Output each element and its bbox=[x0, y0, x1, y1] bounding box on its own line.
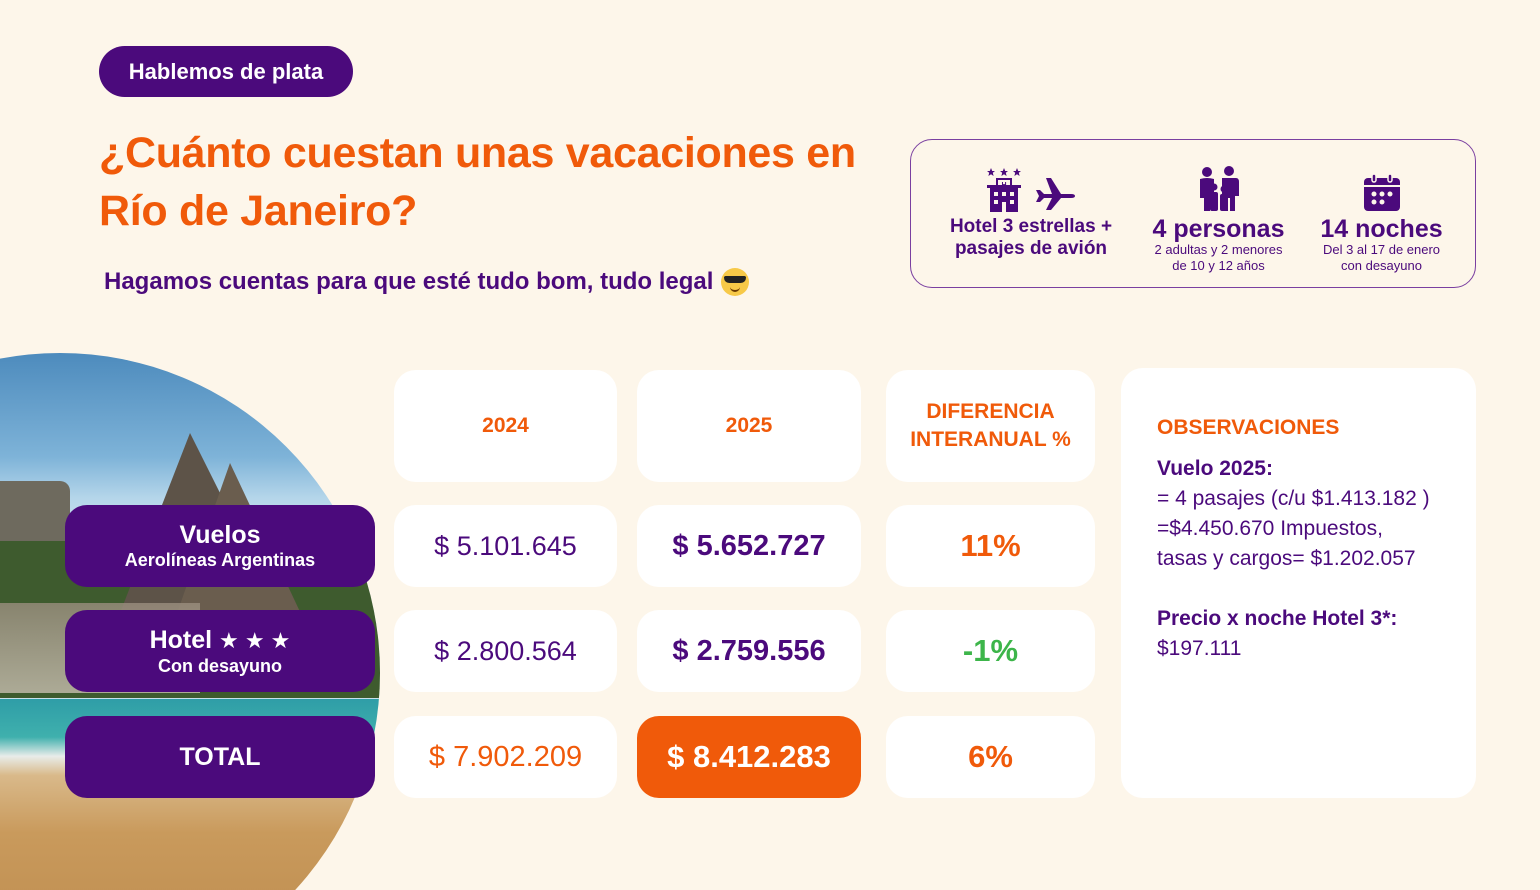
subtitle: Hagamos cuentas para que esté tudo bom, … bbox=[104, 268, 750, 296]
package-line-1: Hotel 3 estrellas + bbox=[949, 216, 1113, 237]
total-diff: 6% bbox=[886, 716, 1095, 798]
package-line-2: pasajes de avión bbox=[954, 238, 1108, 259]
people-info: 4 personas 2 adultas y 2 menores de 10 y… bbox=[1141, 154, 1296, 274]
package-info: H Hotel 3 estrellas + pasajes de avión bbox=[941, 154, 1121, 260]
trip-summary-box: H Hotel 3 estrellas + pasajes de avión bbox=[910, 139, 1476, 288]
header-diff-line-1: DIFERENCIA bbox=[926, 400, 1055, 423]
row-label-vuelos: Vuelos Aerolíneas Argentinas bbox=[65, 505, 375, 587]
total-label: TOTAL bbox=[179, 743, 261, 771]
row-label-hotel: Hotel ★ ★ ★ Con desayuno bbox=[65, 610, 375, 692]
header-diff-line-2: INTERANUAL % bbox=[910, 428, 1071, 451]
observations-panel: OBSERVACIONES Vuelo 2025: = 4 pasajes (c… bbox=[1121, 368, 1476, 798]
vuelos-2024: $ 5.101.645 bbox=[394, 505, 617, 587]
page-title: ¿Cuánto cuestan unas vacaciones en Río d… bbox=[99, 129, 856, 235]
nights-detail-1: Del 3 al 17 de enero bbox=[1322, 242, 1441, 257]
flight-note-title: Vuelo 2025: bbox=[1157, 457, 1273, 480]
sunglasses-emoji-icon bbox=[721, 268, 750, 296]
nights-count: 14 noches bbox=[1320, 215, 1443, 243]
family-icon bbox=[1199, 166, 1239, 211]
flight-note-line-3: tasas y cargos= $1.202.057 bbox=[1157, 547, 1416, 570]
calendar-icon bbox=[1363, 174, 1400, 211]
airplane-icon bbox=[1036, 178, 1075, 210]
vuelos-2025: $ 5.652.727 bbox=[637, 505, 861, 587]
hotel-2025: $ 2.759.556 bbox=[637, 610, 861, 692]
observations-title: OBSERVACIONES bbox=[1157, 416, 1340, 439]
header-2025: 2025 bbox=[637, 370, 861, 482]
flight-note-line-2: =$4.450.670 Impuestos, bbox=[1157, 517, 1383, 540]
hotel-diff: -1% bbox=[886, 610, 1095, 692]
svg-text:H: H bbox=[1001, 182, 1006, 189]
vuelos-diff: 11% bbox=[886, 505, 1095, 587]
section-tag: Hablemos de plata bbox=[99, 46, 353, 97]
nights-detail-2: con desayuno bbox=[1341, 258, 1422, 273]
hotel-2024: $ 2.800.564 bbox=[394, 610, 617, 692]
vuelos-sublabel: Aerolíneas Argentinas bbox=[124, 550, 316, 570]
hotel-note-title: Precio x noche Hotel 3*: bbox=[1157, 607, 1398, 630]
people-count: 4 personas bbox=[1152, 215, 1285, 243]
three-stars-icon: ★ ★ ★ bbox=[219, 627, 291, 653]
subtitle-text: Hagamos cuentas para que esté tudo bom, … bbox=[104, 268, 714, 295]
header-diff: DIFERENCIA INTERANUAL % bbox=[886, 370, 1095, 482]
people-detail-1: 2 adultas y 2 menores bbox=[1154, 242, 1283, 257]
nights-info: 14 noches Del 3 al 17 de enero con desay… bbox=[1309, 154, 1454, 274]
header-2024: 2024 bbox=[394, 370, 617, 482]
hotel-label: Hotel bbox=[149, 625, 213, 654]
row-label-total: TOTAL bbox=[65, 716, 375, 798]
hotel-3-stars-icon: H bbox=[987, 168, 1021, 212]
hotel-note-value: $197.111 bbox=[1157, 637, 1242, 660]
hotel-sublabel: Con desayuno bbox=[157, 655, 282, 676]
people-detail-2: de 10 y 12 años bbox=[1172, 258, 1265, 273]
total-2025: $ 8.412.283 bbox=[637, 716, 861, 798]
flight-note-line-1: = 4 pasajes (c/u $1.413.182 ) bbox=[1157, 487, 1430, 510]
total-2024: $ 7.902.209 bbox=[394, 716, 617, 798]
vuelos-label: Vuelos bbox=[179, 521, 261, 549]
